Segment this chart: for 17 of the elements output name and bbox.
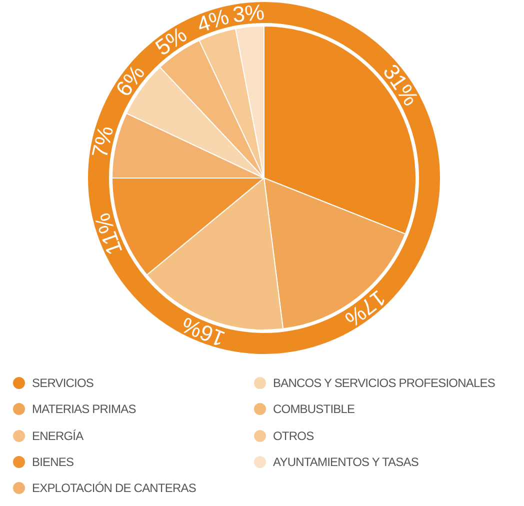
- data-label: 6%: [110, 60, 150, 101]
- legend-label: SERVICIOS: [32, 376, 94, 390]
- legend-label: OTROS: [273, 428, 314, 443]
- legend-label: BANCOS Y SERVICIOS PROFESIONALES: [273, 376, 495, 390]
- legend-label: BIENES: [32, 454, 74, 469]
- legend-label: ENERGÍA: [32, 428, 84, 443]
- data-label: 16%: [178, 312, 228, 352]
- legend-label: AYUNTAMIENTOS Y TASAS: [273, 454, 418, 469]
- legend-label: COMBUSTIBLE: [273, 402, 355, 416]
- data-label: 7%: [86, 124, 118, 160]
- data-label: 3%: [231, 0, 266, 28]
- data-label: 17%: [340, 285, 390, 332]
- data-label: 5%: [150, 22, 192, 60]
- legend-label: EXPLOTACIÓN DE CANTERAS: [32, 481, 196, 496]
- legend-label: MATERIAS PRIMAS: [32, 402, 136, 416]
- data-label: 11%: [89, 210, 128, 258]
- data-label: 4%: [194, 4, 232, 38]
